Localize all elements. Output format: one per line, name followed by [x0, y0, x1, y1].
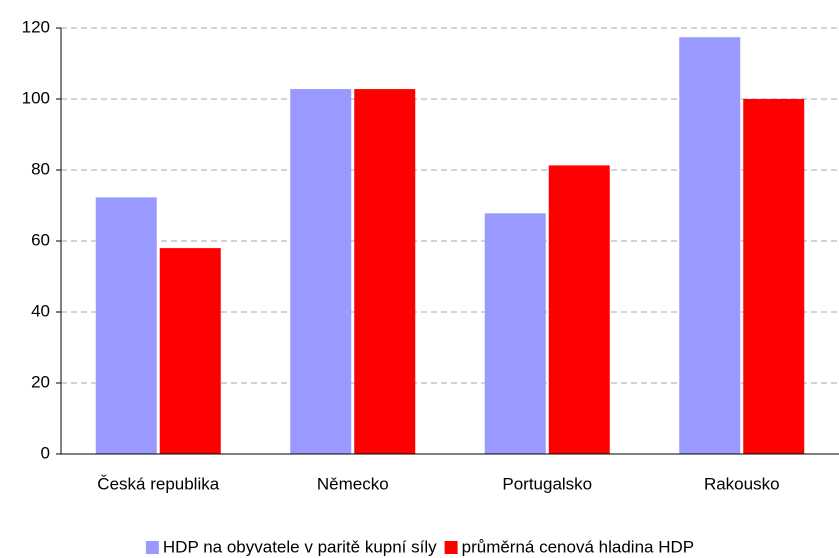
y-tick-label: 60	[31, 230, 50, 249]
bar	[95, 197, 157, 454]
x-tick-label: Portugalsko	[502, 474, 592, 493]
y-tick-label: 40	[31, 301, 50, 320]
y-tick-label: 120	[22, 17, 50, 36]
y-tick-label: 100	[22, 88, 50, 107]
legend-swatch	[145, 541, 159, 554]
legend: HDP na obyvatele v paritě kupní síly prům…	[145, 537, 694, 556]
bar	[484, 213, 546, 454]
legend-label: průměrná cenová hladina HDP	[462, 537, 694, 556]
bar	[548, 165, 610, 454]
bar	[290, 89, 352, 454]
legend-swatch	[444, 541, 458, 554]
y-tick-label: 80	[31, 159, 50, 178]
legend-label: HDP na obyvatele v paritě kupní síly	[163, 537, 437, 556]
bar	[159, 248, 221, 454]
bar	[743, 99, 805, 454]
x-tick-label: Rakousko	[704, 474, 780, 493]
y-tick-label: 20	[31, 372, 50, 391]
x-tick-label: Česká republika	[97, 474, 219, 493]
y-tick-label: 0	[41, 443, 50, 462]
bar	[354, 89, 416, 454]
x-tick-label: Německo	[317, 474, 389, 493]
bar	[679, 37, 741, 454]
